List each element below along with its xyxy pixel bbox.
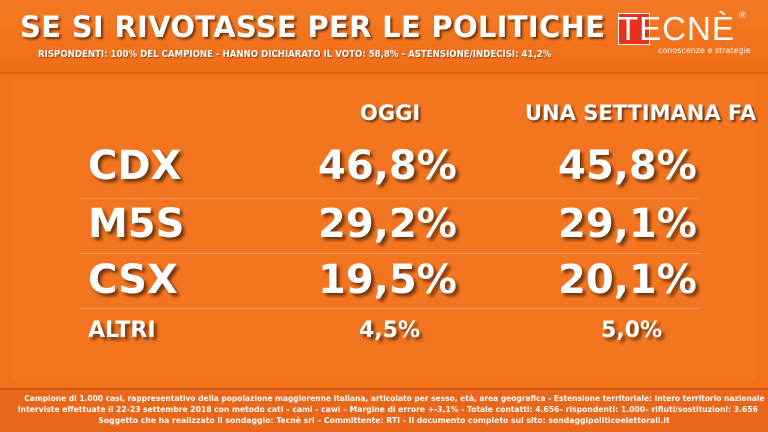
logo-wordmark: TECNÈ — [618, 10, 735, 47]
tecne-logo: TECNÈ ® conoscenze e strategie — [618, 10, 751, 57]
results-panel — [12, 80, 756, 380]
column-header-week-ago: UNA SETTIMANA FA — [525, 101, 757, 125]
value-today-csx: 19,5% — [318, 257, 457, 303]
value-today-altri: 4,5% — [358, 318, 420, 343]
logo-red-square — [618, 13, 650, 45]
footer-line-3: Soggetto che ha realizzato il sondaggio:… — [98, 416, 670, 425]
footer-line-1: Campione di 1.000 casi, rappresentativo … — [24, 394, 765, 403]
row-label-m5s: M5S — [88, 201, 185, 247]
row-label-altri: ALTRI — [88, 318, 156, 343]
value-week-ago-cdx: 45,8% — [558, 143, 697, 189]
logo-tagline: conoscenze e strategie — [658, 46, 751, 55]
header-bar: SE SI RIVOTASSE PER LE POLITICHE RISPOND… — [0, 0, 768, 74]
logo-registered-mark: ® — [738, 11, 747, 21]
row-divider — [80, 198, 700, 199]
column-header-today: OGGI — [360, 101, 421, 125]
row-label-cdx: CDX — [88, 143, 182, 189]
row-label-csx: CSX — [88, 257, 178, 303]
methodology-footer: Campione di 1.000 casi, rappresentativo … — [0, 388, 768, 432]
value-week-ago-m5s: 29,1% — [558, 201, 697, 247]
value-today-m5s: 29,2% — [318, 201, 457, 247]
footer-line-2: Interviste effettuate il 22-23 settembre… — [17, 405, 758, 414]
value-today-cdx: 46,8% — [318, 143, 457, 189]
row-divider — [80, 308, 700, 309]
value-week-ago-csx: 20,1% — [558, 257, 697, 303]
value-week-ago-altri: 5,0% — [600, 318, 662, 343]
page-subtitle: RISPONDENTI: 100% DEL CAMPIONE - HANNO D… — [38, 49, 552, 60]
page-title: SE SI RIVOTASSE PER LE POLITICHE — [20, 10, 606, 44]
row-divider — [80, 253, 700, 254]
